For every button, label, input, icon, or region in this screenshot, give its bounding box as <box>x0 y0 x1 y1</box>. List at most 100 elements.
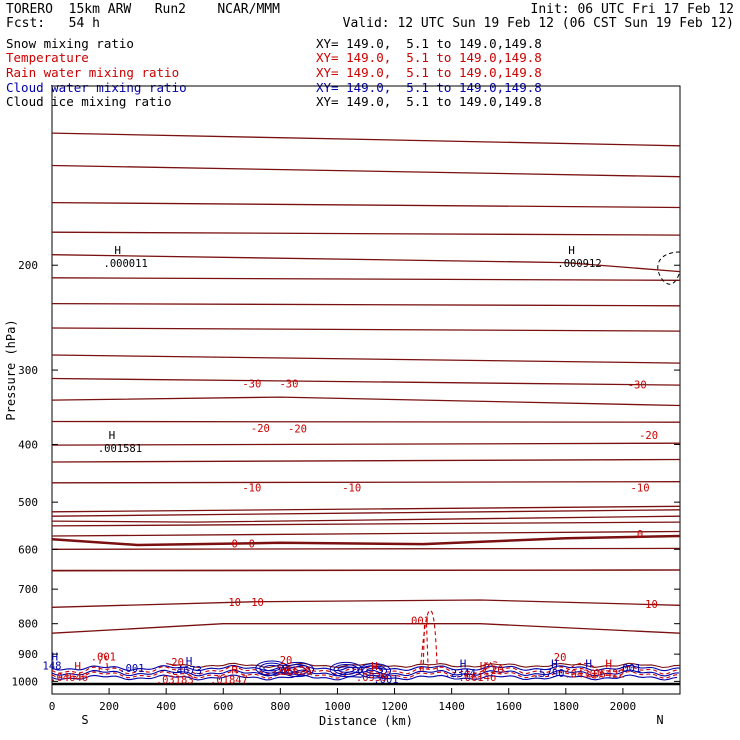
extremum-value: .000011 <box>104 258 148 270</box>
legend-cloud-ice-xy: XY= 149.0, 5.1 to 149.0,149.8 <box>316 94 542 109</box>
cloud-water-contour <box>51 664 681 672</box>
y-tick-label: 800 <box>18 618 38 631</box>
cloud-water-cell <box>259 662 285 674</box>
contour-label: .06146 <box>458 672 496 684</box>
plot-frame <box>51 85 681 695</box>
init-time: Init: 06 UTC Fri 17 Feb 12 <box>530 2 735 17</box>
extremum-marker: H <box>114 244 121 257</box>
rain-water-contour <box>482 661 495 673</box>
cloud-water-cell <box>366 667 384 675</box>
isotherm-line <box>51 201 681 209</box>
isotherm-line <box>51 547 681 550</box>
y-axis-title: Pressure (hPa) <box>4 319 18 420</box>
isotherm-line <box>51 302 681 307</box>
contour-label: .5790 <box>533 668 565 680</box>
contour-label: -10 <box>342 482 361 494</box>
isotherm-line <box>51 569 681 572</box>
contour-label: .06422 <box>587 669 625 681</box>
contour-label: 0 <box>249 539 255 551</box>
cloud-water-cell <box>288 666 306 673</box>
x-tick-label: 2000 <box>610 700 637 713</box>
x-end-label: N <box>656 713 663 727</box>
x-tick-label: 600 <box>213 700 233 713</box>
isotherm-line <box>51 534 681 547</box>
valid-time: Valid: 12 UTC Sun 19 Feb 12 (06 CST Sun … <box>342 16 734 31</box>
contour-label: -10 <box>242 482 261 494</box>
isotherm-line <box>51 623 681 634</box>
isotherm-line <box>51 377 681 386</box>
extremum-value: .000912 <box>557 258 601 270</box>
extremum-marker: H <box>585 657 592 670</box>
contour-label: .01847 <box>210 675 248 687</box>
cloud-water-cell <box>333 664 359 675</box>
legend-cloud-water-xy: XY= 149.0, 5.1 to 149.0,149.8 <box>316 80 542 95</box>
x-tick-label: 400 <box>156 700 176 713</box>
legend-rain-xy: XY= 149.0, 5.1 to 149.0,149.8 <box>316 65 542 80</box>
x-tick-label: 200 <box>99 700 119 713</box>
contour-label: 20 <box>277 665 290 677</box>
contour-label: .03183 <box>156 675 194 687</box>
y-tick-label: 400 <box>18 438 38 451</box>
y-tick-label: 900 <box>18 648 38 661</box>
isotherm-line <box>51 354 681 364</box>
contour-label: .001 <box>616 663 641 675</box>
cloud-water-cell <box>280 661 314 678</box>
isotherm-contours <box>51 132 681 634</box>
contour-label: 20 <box>491 664 504 676</box>
extremum-marker: H <box>551 657 558 670</box>
rain-plume-contour <box>422 623 429 671</box>
extremum-marker: H <box>568 244 575 257</box>
cloud-water-cell <box>255 660 289 676</box>
forecast-hour: Fcst: 54 h <box>6 16 100 31</box>
legend-temperature-xy: XY= 149.0, 5.1 to 149.0,149.8 <box>316 50 542 65</box>
contour-label: .001 <box>373 674 398 686</box>
isotherm-line <box>51 132 681 147</box>
cloud-water-cell <box>263 664 281 672</box>
rain-spike-contour <box>98 653 109 671</box>
isotherm-line <box>51 164 681 178</box>
contour-label: 20 <box>171 657 184 669</box>
legend-cloud-water: Cloud water mixing ratio <box>6 80 187 95</box>
rain-water-contour <box>51 665 681 675</box>
cloud-water-contour <box>51 669 679 677</box>
legend-rain: Rain water mixing ratio <box>6 65 180 80</box>
contour-label: 10 <box>645 599 658 611</box>
legend-snow: Snow mixing ratio <box>6 36 134 51</box>
isotherm-line <box>51 442 681 446</box>
legend-cloud-ice: Cloud ice mixing ratio <box>6 94 172 109</box>
contour-label: .4673 <box>170 665 202 677</box>
model-title: TORERO 15km ARW Run2 NCAR/MMM <box>6 2 280 17</box>
extremum-marker: H <box>74 660 81 673</box>
isotherm-line <box>51 420 681 423</box>
contour-label: .04646 <box>50 672 88 684</box>
isotherm-line <box>51 481 681 484</box>
extremum-marker: H <box>480 660 487 673</box>
isotherm-line <box>51 277 681 281</box>
legend-snow-xy: XY= 149.0, 5.1 to 149.0,149.8 <box>316 36 542 51</box>
y-tick-label: 300 <box>18 364 38 377</box>
contour-label: 10 <box>228 597 241 609</box>
y-tick-label: 600 <box>18 543 38 556</box>
extremum-marker: H <box>460 657 467 670</box>
contour-label: .001 <box>91 652 116 664</box>
y-tick-label: 200 <box>18 259 38 272</box>
isotherm-line <box>51 458 681 463</box>
cloud-water-cell <box>284 664 310 675</box>
x-tick-label: 800 <box>270 700 290 713</box>
isotherm-line <box>51 327 681 332</box>
rain-water-contour <box>51 670 681 679</box>
contour-label: -20 <box>288 423 307 435</box>
contour-label: -30 <box>242 379 261 391</box>
isotherm-line <box>51 599 681 608</box>
contour-label: -20 <box>251 423 270 435</box>
isotherm-line <box>51 509 681 517</box>
contour-label: -20 <box>639 430 658 442</box>
contour-label: 20 <box>280 655 293 667</box>
contour-label: .2344 <box>444 668 476 680</box>
contour-label: .001 <box>405 615 430 627</box>
y-tick-label: 500 <box>18 496 38 509</box>
x-tick-label: 1000 <box>324 700 351 713</box>
contour-label: 148 <box>43 661 62 673</box>
